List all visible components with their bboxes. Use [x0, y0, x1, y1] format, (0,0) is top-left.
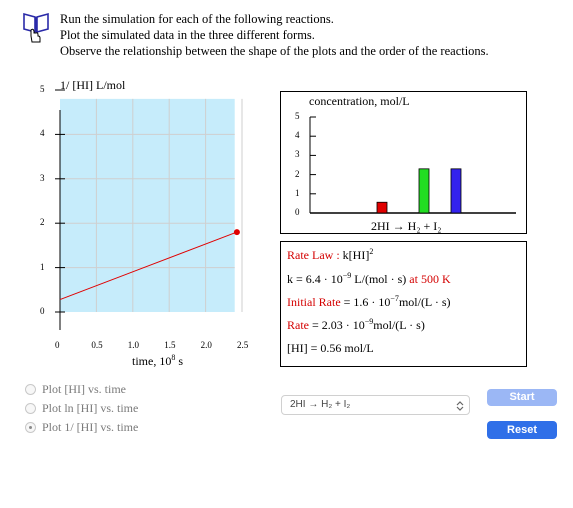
- start-button[interactable]: Start: [487, 389, 557, 406]
- line-plot: 5 4 3 2 1 0 0 0.5 1.0 1.5 2.0 2.5: [0, 84, 260, 350]
- radio-button[interactable]: [25, 384, 36, 395]
- x-tick-label: 2.0: [200, 340, 212, 350]
- concentration-bar: [418, 168, 430, 214]
- x-tick-label: 0: [55, 340, 60, 350]
- option-plot-hi[interactable]: Plot [HI] vs. time: [25, 382, 126, 397]
- instruction-line-1: Run the simulation for each of the follo…: [60, 12, 334, 26]
- initial-rate-line: Initial Rate = 1.6 · 10−7mol/(L · s): [287, 294, 451, 310]
- rate-line: Rate = 2.03 · 10−9mol/(L · s): [287, 317, 425, 333]
- y-tick-label: 3: [40, 172, 45, 183]
- reaction-select[interactable]: 2HI → H₂ + I₂: [281, 395, 470, 415]
- y-tick-label: 4: [40, 128, 45, 139]
- bar-chart-title: concentration, mol/L: [309, 94, 410, 108]
- x-tick-label: 0.5: [91, 340, 103, 350]
- rate-constant-line: k = 6.4 · 10−9 L/(mol · s) at 500 K: [287, 271, 451, 287]
- radio-button[interactable]: [25, 403, 36, 414]
- reaction-select-value: 2HI → H₂ + I₂: [290, 399, 351, 410]
- x-tick-label: 1.0: [127, 340, 140, 350]
- bar-y-tick-label: 5: [295, 111, 300, 121]
- plot-y-axis-label: 1/ [HI] L/mol: [60, 78, 126, 92]
- plot-shaded-region: [60, 98, 235, 312]
- data-line: [59, 231, 238, 301]
- updown-chevron-icon: [456, 399, 464, 411]
- bar-y-tick-label: 0: [295, 207, 300, 217]
- y-tick-label: 2: [40, 217, 45, 228]
- bar-chart-reaction-caption: 2HI → H₂ + I₂: [371, 219, 442, 233]
- concentration-bar: [376, 201, 388, 214]
- bar-y-tick-label: 2: [295, 168, 300, 179]
- y-tick-label: 1: [40, 261, 45, 272]
- x-tick-label: 1.5: [164, 340, 176, 350]
- option-plot-ln-hi[interactable]: Plot ln [HI] vs. time: [25, 401, 138, 416]
- bar-y-tick-label: 4: [295, 130, 300, 141]
- x-tick-label: 2.5: [237, 340, 249, 350]
- radio-button-selected[interactable]: [25, 422, 36, 433]
- plot-x-axis-label: time, 108 s: [132, 353, 183, 369]
- reset-button[interactable]: Reset: [487, 421, 557, 439]
- hi-concentration-line: [HI] = 0.56 mol/L: [287, 341, 374, 355]
- y-tick-label: 0: [40, 306, 45, 316]
- option-plot-inverse-hi[interactable]: Plot 1/ [HI] vs. time: [25, 420, 138, 435]
- current-point: [233, 229, 240, 236]
- bar-y-tick-label: 3: [295, 149, 300, 160]
- instruction-line-3: Observe the relationship between the sha…: [60, 44, 489, 58]
- concentration-bar: [450, 168, 462, 214]
- bar-y-tick-label: 1: [295, 187, 300, 198]
- instruction-line-2: Plot the simulated data in the three dif…: [60, 28, 315, 42]
- rate-info-panel: Rate Law : k[HI]2 k = 6.4 · 10−9 L/(mol …: [280, 241, 527, 367]
- plot-grid: [60, 98, 243, 312]
- y-tick-label: 5: [40, 84, 45, 94]
- concentration-bar-chart: concentration, mol/L 5 4 3 2 1 0 2HI → H₂ + I…: [280, 91, 527, 234]
- book-icon: [22, 10, 50, 46]
- rate-law-line: Rate Law : k[HI]2: [287, 247, 374, 263]
